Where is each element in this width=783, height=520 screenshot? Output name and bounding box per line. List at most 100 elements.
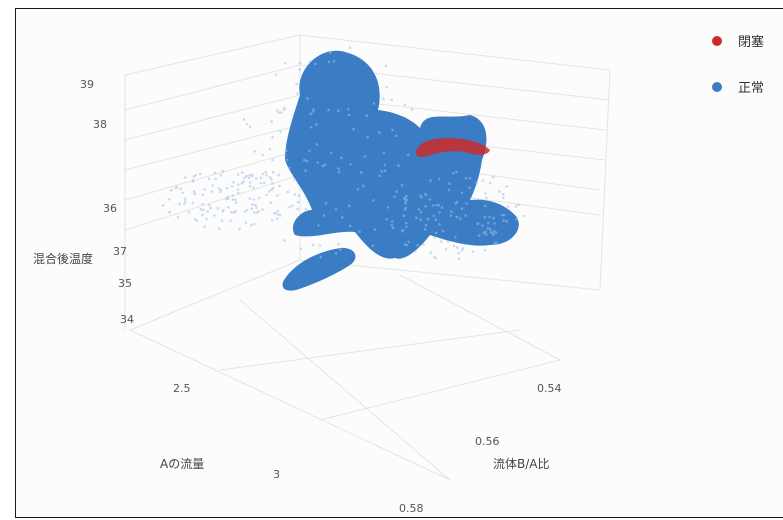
scatter-point: [481, 179, 485, 182]
z-tick: 36: [103, 202, 117, 215]
scatter-point: [270, 218, 274, 222]
scatter-point: [219, 173, 223, 177]
scatter-point: [334, 251, 338, 255]
scatter-point: [337, 242, 340, 246]
scatter-point: [252, 186, 255, 190]
scatter-point: [419, 211, 423, 214]
scatter-point: [403, 208, 407, 211]
scatter-point: [407, 240, 411, 244]
scatter-point: [330, 151, 333, 155]
scatter-point: [502, 196, 505, 200]
legend-item-normal[interactable]: 正常: [712, 81, 764, 96]
scatter-point: [225, 197, 228, 201]
scatter-point: [403, 196, 407, 200]
scatter-point: [502, 219, 505, 222]
scatter-point: [434, 231, 438, 235]
scatter-point: [372, 102, 376, 105]
scatter-point: [334, 208, 338, 211]
legend-item-blockage[interactable]: 閉塞: [712, 34, 764, 50]
scatter-point: [253, 150, 256, 153]
scatter-point: [217, 227, 221, 230]
scatter-point: [460, 207, 464, 211]
scatter-point: [250, 223, 253, 227]
scatter-point: [174, 186, 178, 190]
scatter-point: [348, 224, 352, 228]
scatter-point: [322, 214, 326, 217]
scatter-point: [476, 222, 480, 225]
scatter-point: [241, 171, 244, 174]
scatter-point: [309, 112, 313, 115]
scatter-point: [391, 128, 394, 132]
scatter-point: [475, 181, 478, 184]
scatter-point: [457, 257, 461, 261]
scatter-point: [471, 250, 475, 253]
scatter-point: [423, 228, 427, 231]
scatter-point: [251, 203, 254, 206]
scatter-point: [216, 206, 220, 210]
scatter-point: [192, 190, 196, 193]
scatter-point: [283, 154, 287, 157]
scatter-point: [500, 213, 504, 217]
scatter-point: [446, 240, 450, 243]
scatter-point: [419, 194, 422, 197]
scatter-point: [337, 167, 340, 170]
scatter-point: [167, 197, 171, 201]
scatter-point: [429, 179, 432, 182]
scatter-point: [459, 217, 462, 221]
scatter-point: [248, 173, 251, 177]
scatter-point: [168, 211, 171, 214]
scatter-point: [299, 247, 303, 250]
scatter-point: [236, 188, 240, 191]
scatter-point: [373, 228, 377, 231]
scatter-point: [237, 183, 240, 186]
scatter-halo: [161, 46, 526, 261]
scatter-point: [254, 203, 257, 207]
scatter-point: [371, 244, 375, 248]
scatter-point: [428, 198, 432, 201]
scatter-point: [257, 196, 261, 200]
scatter-point: [230, 210, 233, 214]
scatter-point: [432, 214, 436, 217]
scatter-point: [193, 192, 197, 196]
scatter-point: [414, 250, 417, 253]
scatter-point: [403, 103, 407, 106]
scatter-point: [437, 204, 441, 207]
scatter-point: [404, 201, 407, 205]
scatter-point: [438, 211, 441, 214]
scatter-point: [209, 206, 212, 210]
scatter-point: [319, 255, 323, 259]
scatter-point: [249, 181, 252, 184]
scatter-point: [212, 214, 216, 217]
scatter-point: [329, 51, 332, 54]
scatter-point: [261, 208, 264, 211]
scatter-point: [268, 147, 272, 151]
scatter-point: [356, 188, 360, 191]
scatter-point: [232, 181, 235, 184]
scatter-point: [494, 231, 498, 234]
scatter-point: [347, 113, 351, 117]
scatter-point: [465, 202, 468, 205]
scatter-point: [468, 186, 471, 189]
scatter-point: [285, 158, 289, 162]
scatter-point: [244, 221, 248, 224]
scatter-point: [269, 201, 272, 204]
scatter-point: [194, 218, 197, 221]
scatter-point: [484, 192, 487, 195]
y-axis-label: Aの流量: [160, 457, 204, 471]
blockage-cluster: [415, 138, 490, 157]
scatter-point: [492, 216, 496, 220]
scatter-point: [400, 183, 404, 187]
scatter-point: [183, 176, 187, 179]
legend-label-normal: 正常: [738, 81, 764, 96]
scatter-point: [416, 243, 419, 247]
x-tick: 0.54: [537, 382, 562, 395]
scatter-point: [410, 108, 414, 111]
scatter-point: [257, 210, 260, 213]
scatter-point: [315, 143, 319, 146]
scatter-point: [406, 153, 410, 157]
scatter-point: [327, 60, 331, 64]
scatter-point: [274, 73, 278, 77]
scatter-point: [358, 230, 361, 233]
scatter-point: [261, 153, 265, 157]
